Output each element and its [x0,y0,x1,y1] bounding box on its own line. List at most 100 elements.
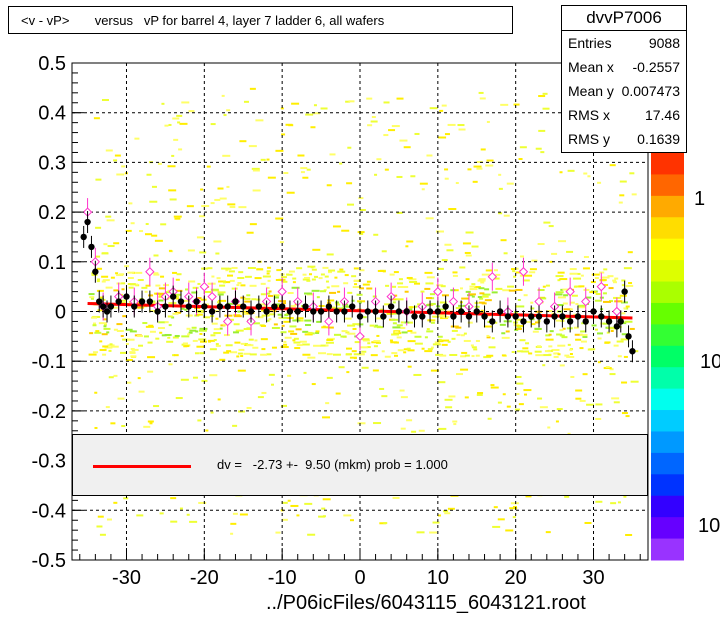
density-cell [439,315,446,318]
density-cell [528,352,533,355]
density-cell [267,176,276,179]
black-profile-point [247,308,255,315]
density-cell [96,278,100,281]
density-cell [149,200,158,203]
density-cell [393,294,398,297]
density-cell [113,242,120,245]
density-cell [373,340,381,343]
black-profile-point [364,308,371,315]
density-cell [426,330,434,333]
density-cell [438,381,446,384]
density-cell [469,288,478,291]
density-cell [613,344,619,347]
density-cell [501,354,506,357]
density-cell [261,348,266,351]
density-cell [180,307,185,310]
density-cell [419,182,428,185]
density-cell [562,302,568,305]
density-cell [569,353,573,356]
density-cell [199,332,203,335]
density-cell [252,189,261,192]
density-cell [255,119,264,122]
density-cell [554,352,560,355]
density-cell [337,290,341,293]
density-cell [392,285,397,288]
density-cell [519,274,523,277]
density-cell [404,285,409,288]
density-cell [325,402,330,405]
density-cell [361,316,367,319]
density-cell [127,271,135,274]
density-cell [609,373,616,376]
density-cell [304,333,313,336]
density-cell [105,406,110,409]
density-cell [280,276,287,279]
density-cell [594,328,598,331]
density-cell [168,302,177,305]
pink-profile-point [487,272,498,282]
density-cell [617,355,622,358]
density-cell [209,348,217,351]
density-cell [594,277,599,280]
density-cell [385,284,390,287]
density-cell [95,226,102,229]
black-profile-points [80,211,636,363]
density-cell [158,299,164,302]
density-cell [447,123,456,126]
density-cell [251,298,257,301]
density-cell [597,181,602,184]
density-cell [603,367,612,370]
density-cell [347,291,353,294]
density-cell [582,267,590,270]
density-cell [618,201,623,204]
density-cell [373,345,378,348]
density-cell [426,154,433,157]
density-cell [619,194,625,197]
density-cell [342,305,351,308]
density-cell [175,293,182,296]
density-cell [339,162,343,165]
density-cell [249,223,257,226]
density-cell [320,273,325,276]
density-cell [557,271,565,274]
density-cell [477,392,484,395]
density-cell [614,300,623,303]
density-cell [166,340,174,343]
density-cell [619,180,627,183]
density-cell [249,284,257,287]
density-cell [151,234,158,237]
density-cell [392,326,401,329]
density-cell [621,312,626,315]
stats-label: Mean y [568,83,614,99]
density-cell [386,312,394,315]
density-cell [288,330,295,333]
density-cell [213,240,222,243]
density-cell [484,299,492,302]
density-cell [358,197,364,200]
density-cell [575,397,582,400]
black-profile-point [473,308,480,315]
density-cell [116,330,124,333]
density-cell [346,182,353,185]
density-cell [414,282,421,285]
density-cell [200,298,207,301]
density-cell [359,287,365,290]
density-cell [616,340,624,343]
density-cell [373,233,379,236]
density-cell [516,350,523,353]
density-cell [222,323,228,326]
density-cell [199,251,207,254]
density-cell [296,267,303,270]
y-tick-label: 0 [55,302,66,324]
black-profile-point [613,323,621,330]
density-cell [606,331,610,334]
density-cell [396,324,403,327]
density-cell [498,173,502,176]
color-scale-cell [651,345,684,368]
density-cell [359,209,366,211]
density-cell [574,333,583,336]
density-cell [149,330,156,333]
density-cell [176,114,183,117]
density-cell [271,346,277,349]
density-cell [513,103,520,106]
